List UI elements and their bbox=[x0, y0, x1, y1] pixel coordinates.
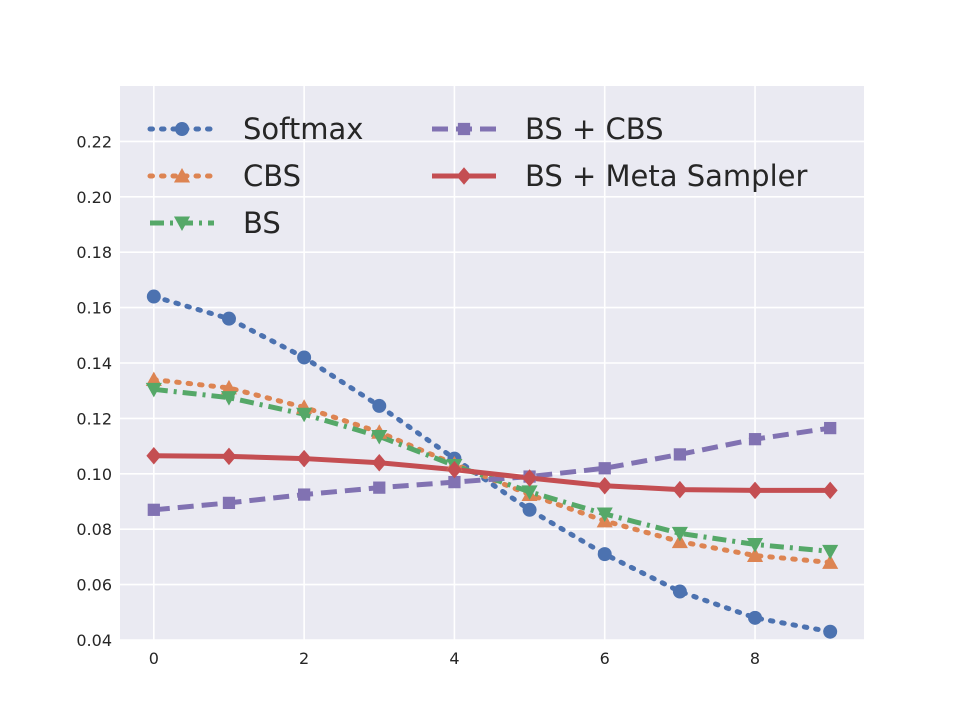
x-axis-ticks: 0 2 4 6 8 bbox=[149, 649, 760, 668]
data-point-0-9 bbox=[823, 624, 838, 639]
data-point-4-4 bbox=[446, 460, 462, 479]
data-point-3-9 bbox=[824, 421, 837, 435]
data-point-4-8 bbox=[747, 481, 763, 500]
y-tick-label: 0.18 bbox=[76, 243, 112, 262]
data-point-1-9 bbox=[822, 554, 839, 569]
y-tick-label: 0.08 bbox=[76, 520, 112, 539]
y-tick-label: 0.20 bbox=[76, 188, 112, 207]
data-point-0-6 bbox=[597, 547, 612, 562]
data-point-0-2 bbox=[297, 350, 312, 365]
data-point-0-5 bbox=[522, 502, 537, 517]
data-point-3-7 bbox=[673, 448, 687, 461]
data-point-3-1 bbox=[222, 496, 236, 510]
series-line-4 bbox=[153, 453, 831, 493]
data-point-3-6 bbox=[598, 462, 611, 475]
data-point-0-7 bbox=[672, 584, 687, 599]
data-point-2-9 bbox=[822, 544, 839, 560]
y-tick-label: 0.10 bbox=[76, 465, 112, 484]
data-point-0-8 bbox=[748, 610, 763, 625]
data-point-4-7 bbox=[672, 480, 688, 499]
data-point-4-3 bbox=[371, 453, 387, 472]
data-point-1-1 bbox=[220, 379, 238, 395]
y-axis-ticks: 0.04 0.06 0.08 0.10 0.12 0.14 0.16 0.18 0.20 0.22 bbox=[76, 132, 112, 650]
data-point-2-3 bbox=[371, 429, 388, 445]
y-tick-label: 0.12 bbox=[76, 409, 112, 428]
legend-marker-3 bbox=[457, 122, 471, 136]
x-tick-label: 6 bbox=[600, 649, 610, 668]
legend-marker-0 bbox=[175, 122, 189, 136]
data-point-3-4 bbox=[448, 475, 461, 489]
data-point-4-1 bbox=[221, 447, 237, 466]
legend-label-2: BS bbox=[243, 206, 281, 240]
x-tick-label: 4 bbox=[449, 649, 459, 668]
data-point-3-3 bbox=[373, 481, 386, 494]
series-line-0 bbox=[151, 294, 833, 635]
data-point-4-5 bbox=[522, 469, 538, 487]
series-lines bbox=[151, 294, 833, 635]
data-point-4-9 bbox=[822, 481, 838, 500]
data-point-2-8 bbox=[746, 537, 764, 553]
legend-label-0: Softmax bbox=[243, 112, 363, 146]
y-tick-label: 0.06 bbox=[76, 576, 112, 595]
legend-marker-2 bbox=[173, 216, 191, 232]
data-point-1-0 bbox=[145, 371, 162, 387]
data-point-0-3 bbox=[372, 398, 387, 413]
x-tick-label: 2 bbox=[299, 649, 309, 668]
legend-label-1: CBS bbox=[243, 159, 301, 193]
legend-marker-1 bbox=[173, 167, 191, 183]
y-tick-label: 0.04 bbox=[76, 631, 112, 650]
data-point-2-7 bbox=[671, 526, 688, 542]
data-point-0-0 bbox=[146, 289, 161, 304]
data-point-4-0 bbox=[146, 447, 162, 465]
legend-marker-4 bbox=[456, 167, 472, 185]
data-point-2-2 bbox=[296, 407, 313, 423]
data-point-3-0 bbox=[147, 503, 160, 516]
y-tick-label: 0.14 bbox=[76, 354, 112, 373]
data-point-1-8 bbox=[746, 547, 764, 562]
series-line-3 bbox=[153, 425, 831, 513]
data-point-2-1 bbox=[220, 391, 238, 406]
series-markers bbox=[145, 289, 839, 639]
x-tick-label: 8 bbox=[750, 649, 760, 668]
legend-label-3: BS + CBS bbox=[525, 112, 664, 146]
data-point-4-6 bbox=[597, 476, 613, 495]
y-tick-label: 0.22 bbox=[76, 132, 112, 151]
x-tick-label: 0 bbox=[149, 649, 159, 668]
data-point-3-8 bbox=[748, 433, 762, 446]
legend-label-4: BS + Meta Sampler bbox=[525, 159, 807, 193]
data-point-2-5 bbox=[521, 485, 538, 500]
data-point-2-6 bbox=[596, 507, 613, 523]
data-point-4-2 bbox=[296, 449, 312, 468]
data-point-2-0 bbox=[145, 382, 162, 398]
data-point-0-1 bbox=[221, 311, 236, 326]
legend: Softmax CBS BS BS + CBS BS + Meta Sampler bbox=[147, 112, 807, 240]
y-tick-label: 0.16 bbox=[76, 299, 112, 318]
data-point-3-2 bbox=[297, 488, 311, 501]
